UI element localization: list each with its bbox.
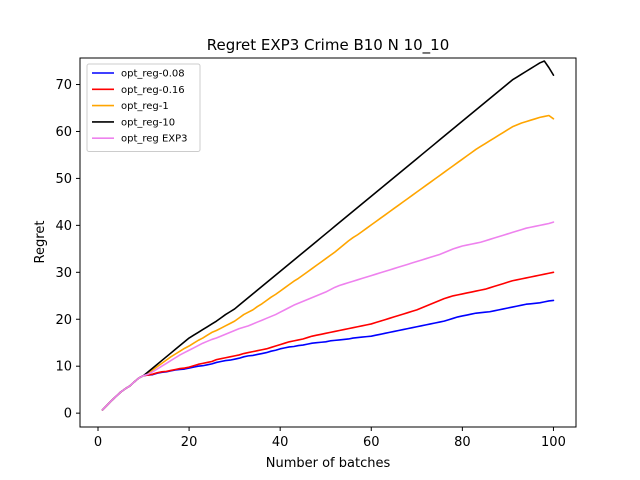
series-line-1 [101, 271, 555, 411]
x-tick-label: 0 [94, 435, 102, 450]
legend-label-4: opt_reg EXP3 [121, 134, 188, 145]
y-axis: 0 10 20 30 40 50 60 70 [55, 78, 80, 422]
y-tick-label: 40 [55, 219, 72, 234]
y-tick-label: 50 [55, 172, 72, 187]
series-layer [101, 60, 555, 411]
x-tick-label: 40 [272, 435, 289, 450]
y-tick-label: 0 [64, 407, 72, 422]
legend: opt_reg-0.08 opt_reg-0.16 opt_reg-1 opt_reg… [86, 63, 201, 152]
y-tick-label: 10 [55, 360, 72, 375]
series-line-2 [101, 114, 555, 411]
legend-label-3: opt_reg-10 [121, 117, 175, 128]
y-tick-label: 60 [55, 125, 72, 140]
legend-box [86, 63, 201, 152]
chart-title: Regret EXP3 Crime B10 N 10_10 [207, 36, 450, 55]
legend-label-0: opt_reg-0.08 [121, 69, 185, 80]
x-tick-label: 80 [454, 435, 471, 450]
series-line-0 [101, 299, 555, 411]
y-axis-label: Regret [33, 221, 48, 264]
series-line-4 [101, 221, 555, 411]
y-tick-label: 20 [55, 313, 72, 328]
legend-label-1: opt_reg-0.16 [121, 85, 185, 96]
plot-area [79, 57, 577, 428]
axes-frame [79, 57, 577, 428]
x-tick-label: 20 [181, 435, 198, 450]
x-tick-label: 100 [541, 435, 566, 450]
x-axis: 0 20 40 60 80 100 [94, 427, 566, 450]
legend-label-2: opt_reg-1 [121, 101, 169, 112]
y-tick-label: 30 [55, 266, 72, 281]
x-tick-label: 60 [363, 435, 380, 450]
series-line-3 [101, 60, 555, 411]
x-axis-label: Number of batches [266, 456, 391, 471]
y-tick-label: 70 [55, 78, 72, 93]
